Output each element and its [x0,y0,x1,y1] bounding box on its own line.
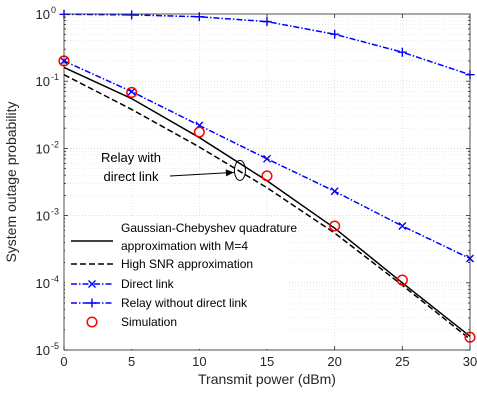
data-point [127,87,136,96]
y-tick-label-exponent: -1 [51,72,59,82]
y-tick-label-exponent: -4 [51,274,59,284]
legend-item-0: Gaussian-Chebyshev quadrature approximati… [71,221,297,253]
y-tick-label: 10 [36,141,50,156]
legend-label: Gaussian-Chebyshev quadrature [121,221,297,235]
y-tick-label-exponent: -3 [51,207,59,217]
legend-marker [86,316,98,328]
legend-label: Relay without direct link [121,296,248,310]
annotation-ellipse [233,159,246,181]
legend-item-4: Simulation [86,315,177,329]
data-point [330,29,340,39]
data-point [396,274,408,286]
legend-label: High SNR approximation [121,257,253,271]
legend-label: approximation with M=4 [121,239,248,253]
series-layer [58,9,476,343]
x-tick-labels: 0 5 10 15 20 25 30 [60,354,477,369]
x-tick-label: 30 [463,354,477,369]
y-axis-label: System outage probability [3,101,19,262]
x-tick-label: 15 [260,354,274,369]
x-tick-label: 20 [327,354,341,369]
legend-item-3: Relay without direct link [71,296,248,310]
legend-label: Direct link [121,277,175,291]
data-point [330,187,339,196]
data-point [397,47,407,57]
annotation-text-line2: direct link [104,169,159,184]
y-tick-label: 10 [36,7,50,22]
data-point [126,86,138,99]
legend-item-1: High SNR approximation [71,257,253,271]
x-axis-label: Transmit power (dBm) [198,371,336,387]
data-point [263,154,271,163]
legend-marker [87,298,97,308]
y-tick-label: 10 [36,209,50,224]
annotation-arrowhead [225,169,234,177]
x-tick-label: 5 [128,354,135,369]
data-point [398,222,407,231]
data-point [261,170,273,182]
legend-item-2: Direct link [71,277,175,291]
annotation-arrow [169,171,234,177]
y-tick-label: 10 [36,343,50,358]
legend-marker [88,280,96,288]
y-tick-label: 10 [36,276,50,291]
data-point [262,17,272,27]
x-tick-label: 10 [192,354,206,369]
x-tick-label: 0 [60,354,67,369]
data-point [193,126,205,138]
x-tick-label: 25 [395,354,409,369]
annotation-text-line1: Relay with [101,150,161,165]
y-tick-label-exponent: 0 [51,5,56,15]
annotation: Relay with direct link [101,150,246,184]
y-tick-label-exponent: -5 [51,341,59,351]
y-tick-label-exponent: -2 [51,139,59,149]
legend-label: Simulation [121,315,177,329]
data-point [329,220,341,232]
y-tick-label: 10 [36,74,50,89]
legend: Gaussian-Chebyshev quadrature approximati… [65,217,297,349]
legend-box [65,217,287,349]
